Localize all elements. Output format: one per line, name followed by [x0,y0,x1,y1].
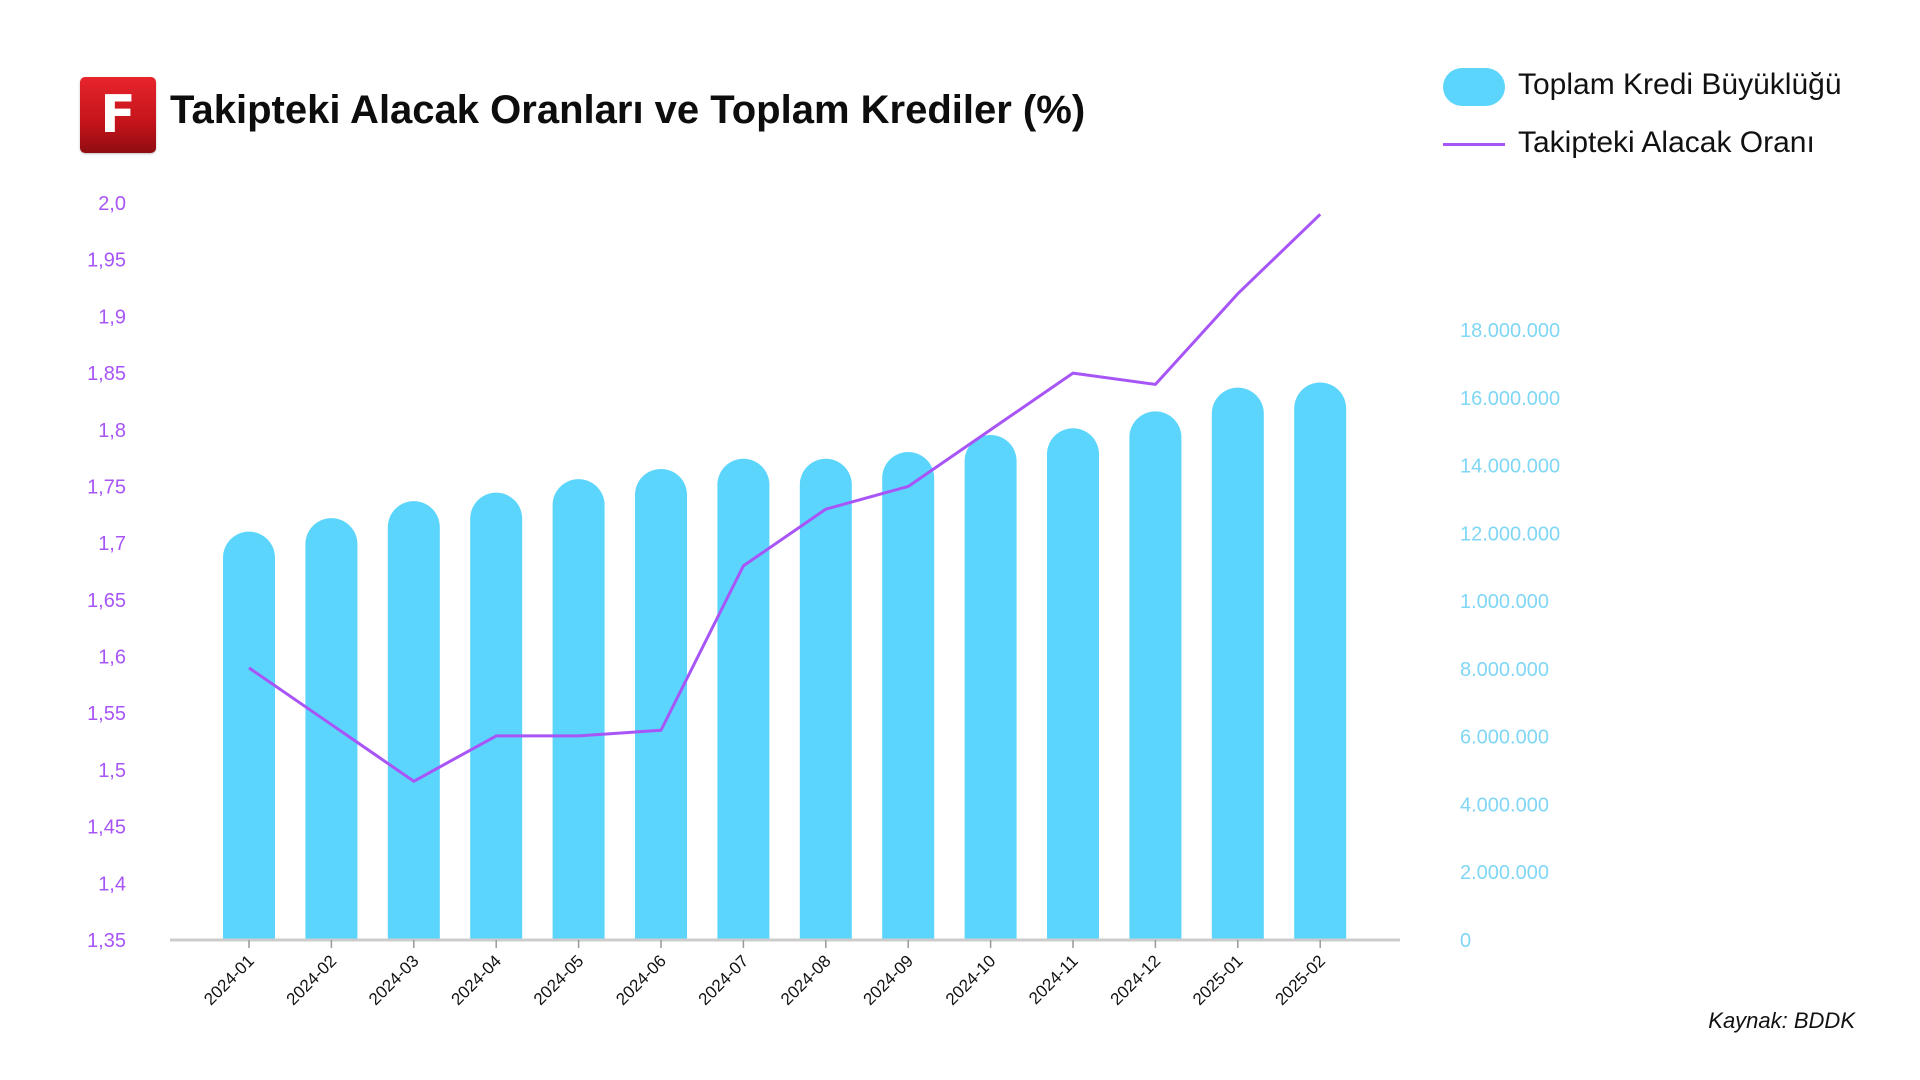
left-axis-tick-label: 1,4 [98,873,126,895]
x-axis: 2024-01 2024-02 2024-03 2024-04 2024-05 2024-… [200,940,1329,1009]
line-series [248,213,1322,783]
x-axis-tick-label: 2024-09 [859,951,917,1009]
right-axis-tick-label: 14.000.000 [1460,456,1560,478]
right-axis-tick-label: 18.000.000 [1460,320,1560,342]
x-axis-tick-label: 2024-06 [612,951,670,1009]
left-axis-tick-label: 1,75 [87,476,126,498]
bar-2025-01 [1211,387,1264,941]
x-axis-tick-label: 2025-01 [1189,951,1247,1009]
bar-2025-02 [1294,382,1347,940]
bar-2024-02 [305,518,358,940]
left-axis-tick-label: 1,45 [87,817,126,839]
x-axis-tick-label: 2025-02 [1271,951,1329,1009]
bar-2024-12 [1129,411,1182,940]
right-axis-tick-label: 2.000.000 [1460,862,1549,884]
right-axis-tick-label: 8.000.000 [1460,659,1549,681]
right-axis-tick-label: 4.000.000 [1460,794,1549,816]
brand-logo: F [80,77,156,153]
x-axis-tick-label: 2024-04 [447,951,505,1009]
legend-label-bars: Toplam Kredi Büyüklüğü [1518,68,1842,101]
x-axis-tick-label: 2024-11 [1025,951,1082,1008]
left-axis-tick-label: 1,8 [98,420,126,442]
right-axis-tick-label: 6.000.000 [1460,727,1549,749]
right-axis-tick-label: 0 [1460,930,1471,952]
bar-2024-09 [882,452,935,940]
x-axis-tick-label: 2024-02 [283,951,341,1009]
legend-swatch-bar [1443,68,1505,106]
source-note: Kaynak: BDDK [1708,1008,1855,1033]
chart-title: Takipteki Alacak Oranları ve Toplam Kred… [170,88,1086,132]
left-axis-tick-label: 2,0 [98,193,126,215]
bar-2024-04 [470,492,523,940]
right-axis-tick-label: 12.000.000 [1460,523,1560,545]
bar-2024-06 [635,468,687,940]
bar-2024-10 [964,435,1017,940]
left-axis-tick-label: 1,7 [98,533,126,555]
legend-label-line: Takipteki Alacak Oranı [1518,126,1815,159]
left-axis-tick-label: 1,65 [87,590,126,612]
x-axis-tick-label: 2024-08 [777,951,835,1009]
bar-2024-03 [387,501,440,940]
bar-2024-08 [799,458,852,940]
bar-2024-11 [1047,428,1099,940]
logo-letter: F [100,85,136,145]
x-axis-tick-label: 2024-01 [200,951,258,1009]
x-axis-tick-label: 2024-12 [1107,951,1165,1009]
left-axis-tick-label: 1,6 [98,647,126,669]
bar-2024-05 [552,479,605,940]
left-axis: 1,35 1,4 1,45 1,5 1,55 1,6 1,65 1,7 1,75 1,8 1,85 1… [87,193,126,952]
x-axis-tick-label: 2024-07 [695,951,753,1009]
right-axis-tick-label: 1.000.000 [1460,591,1549,613]
left-axis-tick-label: 1,35 [87,930,126,952]
left-axis-tick-label: 1,55 [87,703,126,725]
left-axis-tick-label: 1,95 [87,250,126,272]
bar-2024-01 [223,531,275,940]
x-axis-tick-label: 2024-10 [942,951,1000,1009]
bar-2024-07 [717,458,770,940]
bar-series [223,382,1347,941]
left-axis-tick-label: 1,9 [98,306,126,328]
x-axis-tick-label: 2024-03 [365,951,423,1009]
right-axis-tick-label: 16.000.000 [1460,388,1560,410]
x-axis-tick-label: 2024-05 [530,951,588,1009]
legend-swatch-line [1443,143,1505,146]
right-axis: 0 2.000.000 4.000.000 6.000.000 8.000.000 1.0… [1460,320,1560,952]
left-axis-tick-label: 1,85 [87,363,126,385]
left-axis-tick-label: 1,5 [98,760,126,782]
